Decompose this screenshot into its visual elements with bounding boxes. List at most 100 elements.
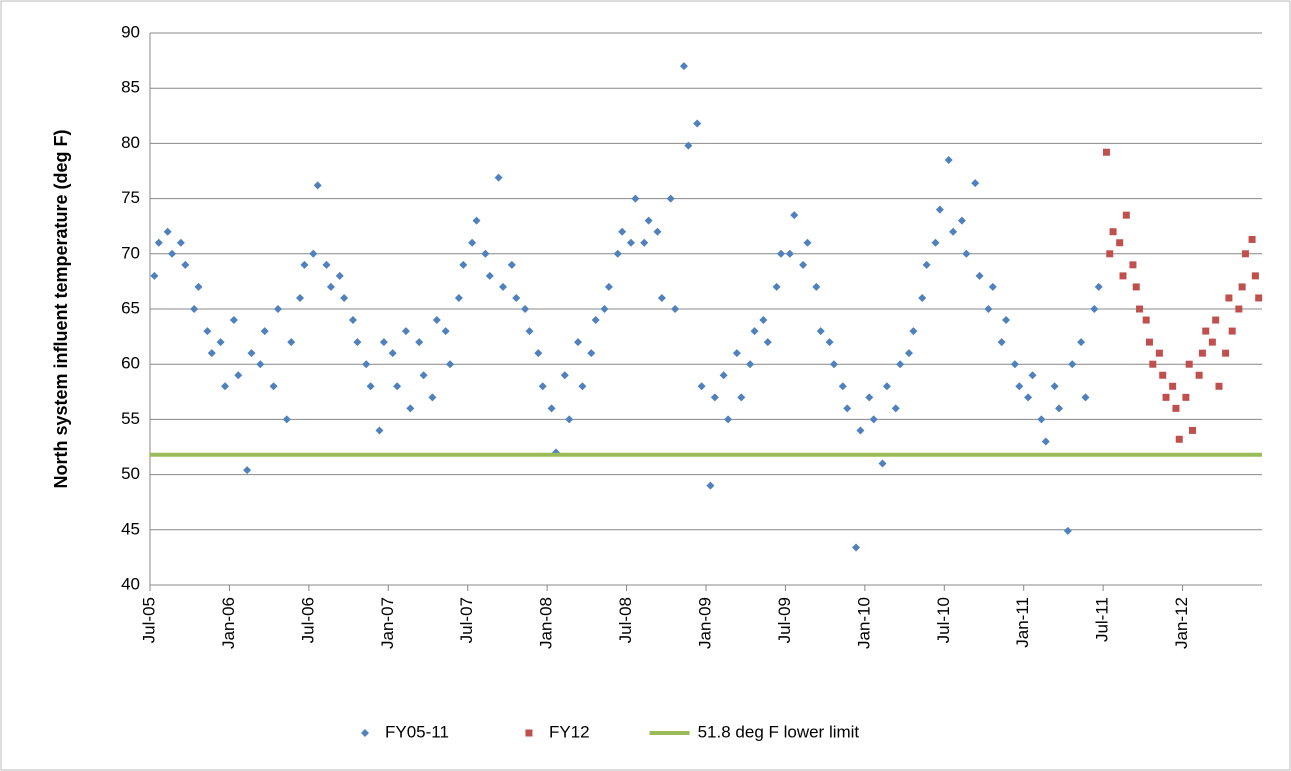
point	[922, 260, 931, 269]
legend-label: 51.8 deg F lower limit	[698, 722, 860, 741]
point	[1182, 393, 1190, 401]
point	[203, 327, 212, 336]
point	[362, 360, 371, 369]
point	[459, 260, 468, 269]
point	[335, 271, 344, 280]
point	[852, 543, 861, 552]
point	[1149, 360, 1157, 368]
point	[613, 249, 622, 258]
point	[666, 194, 675, 203]
x-tick-label: Jan-06	[219, 597, 238, 649]
point	[931, 238, 940, 247]
point	[1159, 371, 1167, 379]
point	[1129, 261, 1137, 269]
point	[1063, 526, 1072, 535]
point	[1116, 239, 1124, 247]
point	[419, 371, 428, 380]
point	[296, 293, 305, 302]
point	[441, 327, 450, 336]
point	[1122, 211, 1130, 219]
x-tick-label: Jul-07	[457, 597, 476, 643]
point	[340, 293, 349, 302]
point	[640, 238, 649, 247]
point	[1010, 360, 1019, 369]
point	[1175, 435, 1183, 443]
point	[468, 238, 477, 247]
point	[229, 316, 238, 325]
point	[1225, 294, 1233, 302]
point	[971, 179, 980, 188]
point	[472, 216, 481, 225]
point	[353, 338, 362, 347]
point	[1041, 437, 1050, 446]
point	[181, 260, 190, 269]
point	[829, 360, 838, 369]
point	[944, 155, 953, 164]
x-tick-label: Jan-07	[378, 597, 397, 649]
y-tick-label: 90	[121, 22, 140, 41]
point	[935, 205, 944, 214]
y-tick-label: 70	[121, 243, 140, 262]
point	[574, 338, 583, 347]
point	[1132, 283, 1140, 291]
point	[644, 216, 653, 225]
x-tick-label: Jul-08	[616, 597, 635, 643]
point	[746, 360, 755, 369]
point	[1248, 235, 1256, 243]
point	[1050, 382, 1059, 391]
point	[631, 194, 640, 203]
point	[1202, 327, 1210, 335]
point	[375, 426, 384, 435]
point	[799, 260, 808, 269]
point	[626, 238, 635, 247]
point	[772, 282, 781, 291]
y-tick-label: 75	[121, 188, 140, 207]
point	[1055, 404, 1064, 413]
point	[1136, 305, 1144, 313]
point	[163, 227, 172, 236]
point	[816, 327, 825, 336]
point	[1215, 382, 1223, 390]
point	[481, 249, 490, 258]
point	[578, 382, 587, 391]
point	[957, 216, 966, 225]
point	[1109, 228, 1117, 236]
point	[909, 327, 918, 336]
point	[176, 238, 185, 247]
point	[600, 305, 609, 313]
point	[446, 360, 455, 369]
point	[348, 316, 357, 325]
y-tick-label: 85	[121, 78, 140, 97]
point	[273, 305, 282, 313]
point	[896, 360, 905, 369]
x-tick-label: Jan-12	[1172, 597, 1191, 649]
legend-label: FY05-11	[385, 722, 449, 741]
point	[565, 415, 574, 424]
y-tick-label: 60	[121, 354, 140, 373]
point	[521, 305, 530, 313]
point	[653, 227, 662, 236]
point	[737, 393, 746, 402]
point	[719, 371, 728, 380]
point	[891, 404, 900, 413]
point	[150, 271, 159, 280]
point	[988, 282, 997, 291]
point	[393, 382, 402, 391]
x-tick-label: Jul-05	[139, 597, 158, 643]
point	[869, 415, 878, 424]
point	[604, 282, 613, 291]
point	[507, 260, 516, 269]
point	[1068, 360, 1077, 369]
point	[1106, 250, 1114, 258]
point	[534, 349, 543, 358]
point	[1077, 338, 1086, 347]
y-tick-label: 65	[121, 298, 140, 317]
point	[1119, 272, 1127, 280]
point	[1142, 316, 1150, 324]
point	[366, 382, 375, 391]
point	[525, 327, 534, 336]
point	[1198, 349, 1206, 357]
point	[415, 338, 424, 347]
point	[949, 227, 958, 236]
